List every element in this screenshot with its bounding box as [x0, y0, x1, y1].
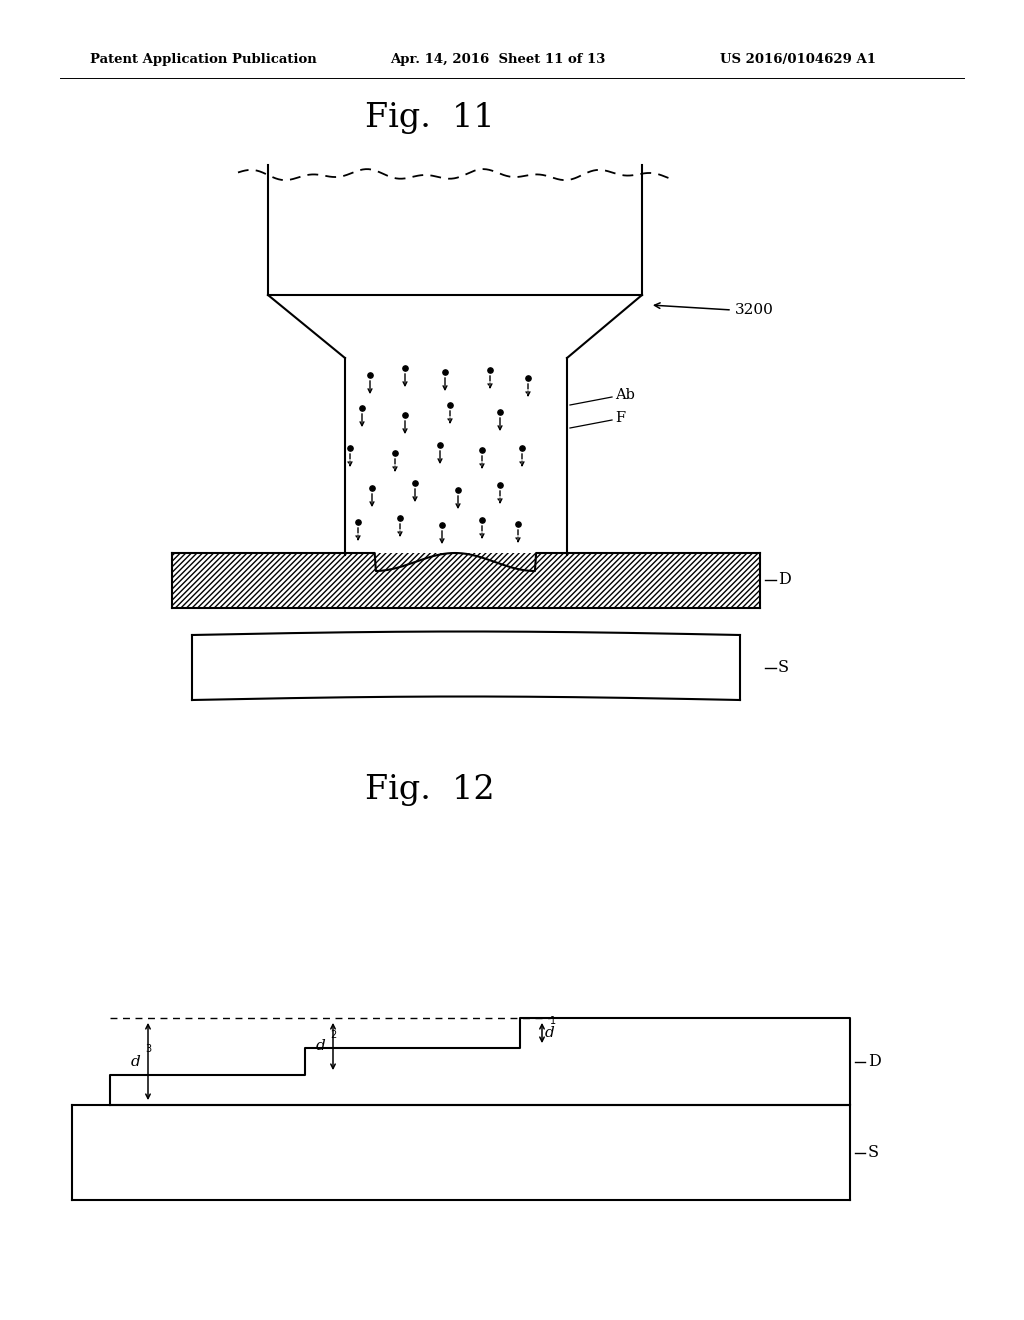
- Text: d: d: [545, 1026, 555, 1040]
- Text: 1: 1: [550, 1016, 556, 1026]
- Text: US 2016/0104629 A1: US 2016/0104629 A1: [720, 54, 876, 66]
- Text: S: S: [778, 660, 790, 676]
- Text: Patent Application Publication: Patent Application Publication: [90, 54, 316, 66]
- Text: d: d: [315, 1040, 325, 1053]
- Text: 3200: 3200: [735, 304, 774, 317]
- Bar: [172, 553, 760, 609]
- Text: D: D: [868, 1053, 881, 1071]
- Text: d: d: [130, 1055, 140, 1068]
- Text: F: F: [615, 411, 625, 425]
- Text: D: D: [778, 572, 791, 589]
- Text: 2: 2: [330, 1030, 336, 1040]
- Text: 3: 3: [145, 1044, 152, 1055]
- Text: Fig.  12: Fig. 12: [366, 774, 495, 807]
- Text: Ab: Ab: [615, 388, 635, 403]
- Text: Apr. 14, 2016  Sheet 11 of 13: Apr. 14, 2016 Sheet 11 of 13: [390, 54, 605, 66]
- Text: S: S: [868, 1144, 879, 1162]
- Text: Fig.  11: Fig. 11: [366, 102, 495, 135]
